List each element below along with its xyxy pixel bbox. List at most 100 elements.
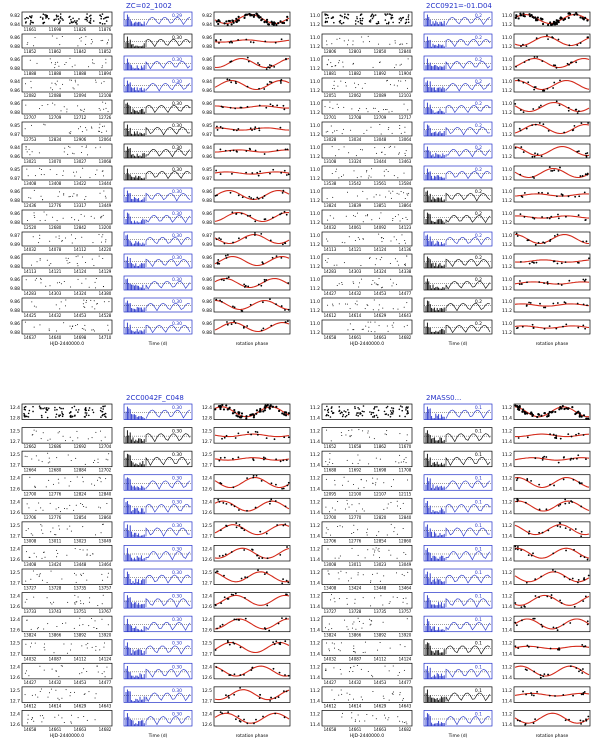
- phase-point: [569, 665, 572, 668]
- lightcurve-tick-label: 12884: [74, 468, 87, 473]
- phase-point: [258, 697, 261, 700]
- lightcurve-point: [83, 603, 85, 605]
- lightcurve-point: [43, 717, 45, 719]
- phase-point: [541, 216, 543, 218]
- phase-point: [583, 280, 586, 282]
- lightcurve-point: [344, 13, 346, 15]
- lightcurve-point: [366, 304, 368, 306]
- lightcurve-ymin-label: 11.0: [310, 145, 320, 151]
- lightcurve-tick-label: 12776: [49, 491, 62, 496]
- lightcurve-point: [93, 330, 95, 332]
- lightcurve-point: [346, 626, 348, 628]
- phase-ymax-label: 11.2: [502, 88, 512, 94]
- lightcurve-point: [400, 63, 402, 65]
- lightcurve-ymax-label: 11.2: [310, 242, 320, 248]
- phase-fit-curve: [214, 712, 290, 724]
- periodogram-tail: [145, 38, 191, 48]
- periodogram-frame: [123, 77, 193, 93]
- phase-point: [233, 673, 236, 676]
- phase-point: [555, 436, 558, 438]
- lightcurve-point: [345, 414, 348, 417]
- lightcurve-point: [359, 459, 361, 461]
- lightcurve-point: [100, 507, 102, 509]
- lightcurve-point: [339, 14, 342, 17]
- lightcurve-point: [26, 151, 28, 153]
- lightcurve-ymax-label: 9.87: [10, 176, 20, 182]
- lightcurve-point: [390, 197, 392, 199]
- phase-point: [559, 405, 562, 409]
- phase-point: [237, 19, 241, 22]
- lightcurve-point: [100, 217, 102, 219]
- phase-point: [255, 474, 258, 477]
- phase-point: [580, 530, 583, 533]
- phase-ymin-label: 11.2: [502, 570, 512, 576]
- periodogram-frame: [423, 297, 493, 313]
- periodogram-tail: [445, 280, 491, 290]
- phase-ymin-label: 11.2: [502, 405, 512, 411]
- lightcurve-point: [334, 601, 336, 603]
- lightcurve-point: [102, 594, 104, 596]
- lightcurve-point: [324, 669, 326, 671]
- lightcurve-tick-label: 14324: [74, 291, 87, 296]
- lightcurve-ymin-label: 11.2: [310, 546, 320, 552]
- phase-point: [251, 667, 254, 669]
- phase-point: [246, 576, 249, 579]
- lightcurve-point: [49, 461, 51, 463]
- lightcurve-point: [357, 714, 359, 716]
- phase-point: [514, 645, 517, 648]
- phase-point: [562, 694, 565, 696]
- lightcurve-ymax-label: 11.4: [310, 675, 320, 681]
- lightcurve-point: [354, 602, 356, 604]
- lightcurve-point: [105, 107, 107, 109]
- phase-ymax-label: 11.2: [502, 198, 512, 204]
- lightcurve-point: [51, 668, 53, 670]
- phase-point: [266, 604, 269, 607]
- lightcurve-point: [35, 306, 37, 308]
- periodogram-amplitude-label: 0.2: [475, 277, 482, 283]
- phase-point: [568, 63, 570, 66]
- phase-point: [286, 15, 289, 18]
- lightcurve-point: [86, 129, 88, 131]
- phase-point: [515, 232, 518, 235]
- lightcurve-tick-label: 14124: [374, 247, 387, 252]
- lightcurve-point: [47, 623, 49, 625]
- lightcurve-tick-label: 14477: [99, 680, 112, 685]
- lightcurve-point: [387, 719, 389, 721]
- lightcurve-tick-label: 12108: [99, 93, 112, 98]
- lightcurve-point: [44, 556, 46, 558]
- lightcurve-point: [333, 699, 335, 701]
- periodogram-tail: [145, 668, 191, 678]
- periodogram-tail: [445, 645, 491, 655]
- lightcurve-point: [89, 17, 92, 20]
- lightcurve-point: [350, 577, 352, 579]
- phase-point: [552, 260, 555, 263]
- phase-point: [527, 645, 530, 648]
- phase-point: [531, 323, 534, 326]
- lightcurve-point: [63, 643, 65, 645]
- phase-point: [253, 13, 256, 17]
- lightcurve-point: [406, 440, 408, 442]
- phase-ymin-label: 11.2: [502, 452, 512, 458]
- lightcurve-point: [341, 526, 343, 528]
- phase-point: [575, 667, 578, 669]
- lightcurve-frame: [321, 275, 413, 291]
- phase-point: [217, 405, 221, 408]
- lightcurve-point: [74, 414, 76, 417]
- lightcurve-point: [329, 416, 332, 418]
- periodogram-tail: [445, 38, 491, 48]
- lightcurve-point: [407, 18, 410, 21]
- phase-fit-curve: [214, 457, 290, 461]
- lightcurve-point: [359, 17, 362, 20]
- lightcurve-ymax-label: 12.7: [10, 698, 20, 704]
- lightcurve-point: [34, 694, 36, 696]
- phase-ymin-label: 11.2: [502, 523, 512, 529]
- lightcurve-point: [400, 461, 402, 463]
- phase-point: [282, 524, 285, 527]
- phase-point: [565, 215, 567, 218]
- phase-point: [215, 666, 218, 668]
- lightcurve-point: [332, 463, 334, 465]
- lightcurve-point: [107, 41, 109, 43]
- lightcurve-point: [377, 284, 379, 286]
- phase-point: [560, 193, 563, 196]
- lightcurve-point: [82, 526, 84, 528]
